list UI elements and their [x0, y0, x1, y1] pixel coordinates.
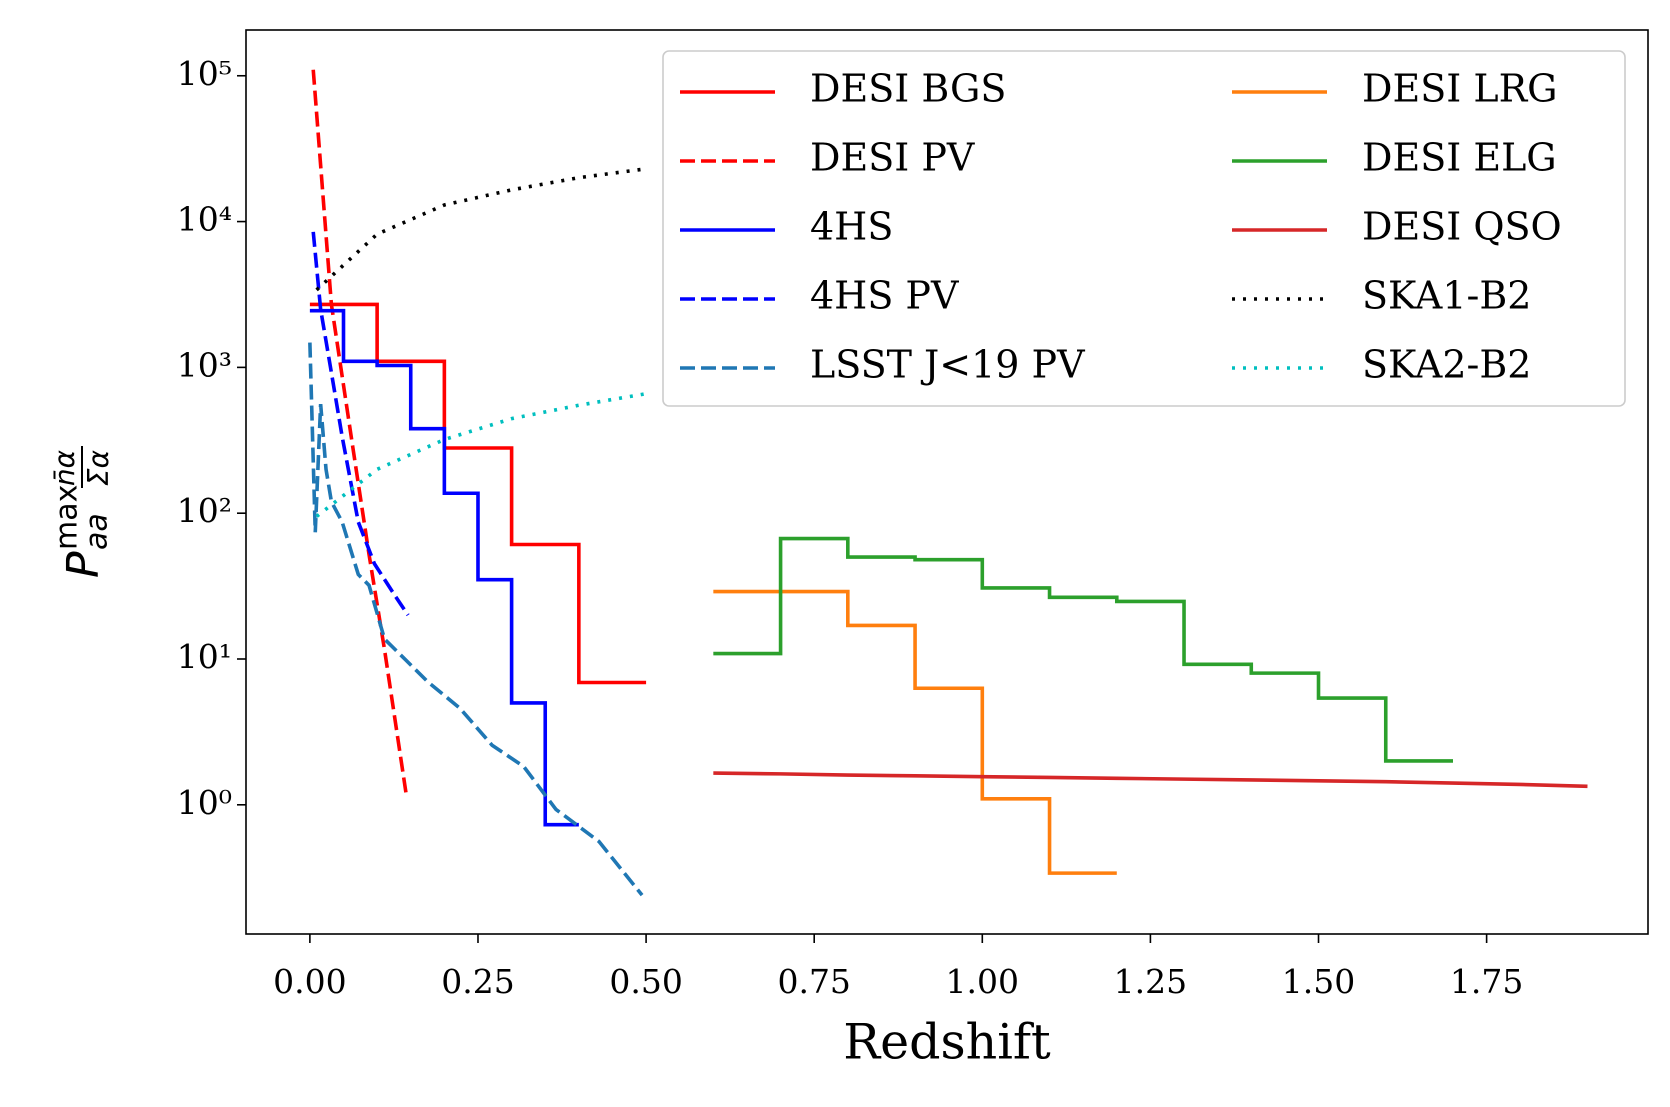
legend: DESI BGS DESI PV 4HS 4HS PV LSST J<19 PV DESI… — [662, 50, 1626, 407]
y-axis-label: P max aa n̄α Σα — [48, 446, 115, 578]
y-label-numerator: n̄α — [48, 449, 81, 486]
y-label-sup: max — [50, 485, 85, 550]
x-axis-label: Redshift — [843, 1014, 1051, 1071]
legend-label: DESI BGS — [810, 67, 1006, 111]
x-tick-label: 1.00 — [946, 962, 1019, 1001]
series-line — [311, 69, 408, 794]
x-tick-label: 0.25 — [441, 962, 514, 1001]
legend-label: SKA1-B2 — [1362, 274, 1531, 318]
x-tick-label: 1.50 — [1282, 962, 1355, 1001]
series-line — [308, 342, 644, 897]
legend-label: 4HS PV — [810, 274, 959, 318]
y-tick-label: 10⁰ — [177, 783, 232, 822]
y-label-base: P — [58, 551, 109, 578]
legend-label: DESI LRG — [1362, 67, 1558, 111]
y-tick-label: 10⁵ — [177, 54, 232, 93]
legend-label: DESI PV — [810, 136, 975, 180]
y-tick-label: 10² — [177, 491, 232, 530]
x-tick-label: 1.25 — [1114, 962, 1187, 1001]
y-tick-label: 10³ — [177, 345, 232, 384]
legend-label: SKA2-B2 — [1362, 343, 1531, 387]
x-tick-label: 1.75 — [1450, 962, 1523, 1001]
series-line — [309, 308, 579, 827]
x-tick-label: 0.00 — [273, 962, 346, 1001]
legend-label: 4HS — [810, 205, 893, 249]
series-line — [309, 302, 647, 685]
legend-label: DESI QSO — [1362, 205, 1562, 249]
series-line — [713, 536, 1453, 763]
series-line — [713, 589, 1117, 875]
series-line — [713, 771, 1588, 789]
series-line — [315, 391, 647, 518]
y-label-sub: aa — [80, 513, 115, 550]
legend-label: DESI ELG — [1362, 136, 1557, 180]
y-tick-label: 10¹ — [177, 637, 232, 676]
x-tick-label: 0.75 — [777, 962, 850, 1001]
legend-box — [662, 50, 1626, 407]
series-line — [315, 167, 647, 292]
plot-frame — [245, 29, 1649, 935]
y-label-denominator: Σα — [82, 449, 115, 486]
x-tick-label: 0.50 — [609, 962, 682, 1001]
y-tick-label: 10⁴ — [177, 200, 232, 239]
legend-label: LSST J<19 PV — [810, 343, 1085, 387]
series-line — [311, 231, 410, 617]
